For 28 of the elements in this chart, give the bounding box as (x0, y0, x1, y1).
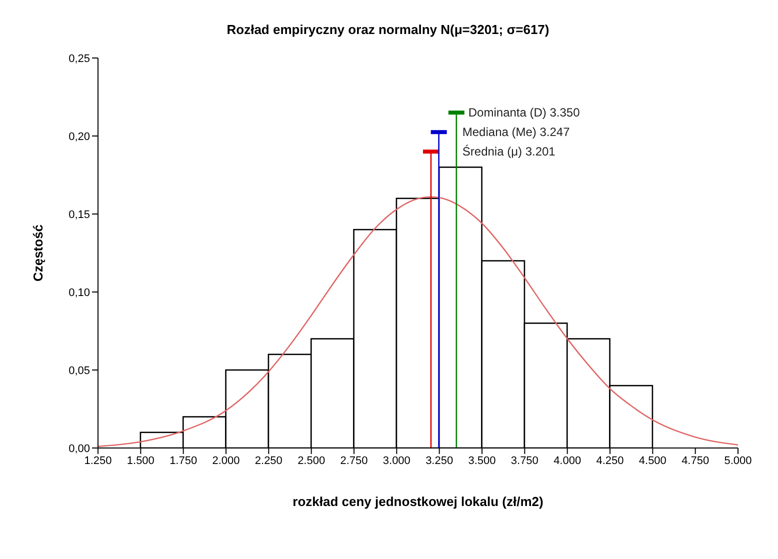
y-tick-label: 0,00 (68, 442, 90, 455)
x-tick-label: 2.250 (254, 454, 282, 467)
x-tick-label: 3.750 (510, 454, 538, 467)
x-tick-label: 1.750 (170, 454, 198, 467)
y-tick-label: 0,20 (68, 130, 90, 143)
x-tick-label: 2.000 (212, 454, 240, 467)
x-axis-title: rozkład ceny jednostkowej lokalu (zł/m2) (292, 494, 544, 509)
x-tick-label: 3.000 (382, 454, 410, 467)
x-tick-label: 2.750 (340, 454, 368, 467)
x-tick-label: 5.000 (724, 454, 752, 467)
x-tick-label: 1.250 (84, 454, 112, 467)
y-tick-label: 0,05 (68, 364, 90, 377)
x-tick-label: 3.250 (426, 454, 454, 467)
y-tick-label: 0,10 (68, 286, 90, 299)
x-tick-label: 4.500 (638, 454, 666, 467)
ref-line-label: Dominanta (D) 3.350 (468, 106, 580, 120)
x-tick-label: 1.500 (126, 454, 154, 467)
x-tick-label: 4.250 (596, 454, 624, 467)
y-axis-title: Częstość (30, 224, 46, 282)
chart-title: Rozład empiryczny oraz normalny N(μ=3201; σ=617) (226, 22, 550, 37)
x-tick-label: 3.500 (468, 454, 496, 467)
y-tick-label: 0,15 (68, 208, 90, 221)
y-tick-label: 0,25 (68, 52, 90, 65)
x-tick-label: 2.500 (298, 454, 326, 467)
x-tick-label: 4.000 (554, 454, 582, 467)
ref-line-label: Średnia (μ) 3.201 (462, 144, 556, 159)
ref-line-label: Mediana (Me) 3.247 (462, 125, 570, 140)
x-tick-label: 4.750 (682, 454, 710, 467)
